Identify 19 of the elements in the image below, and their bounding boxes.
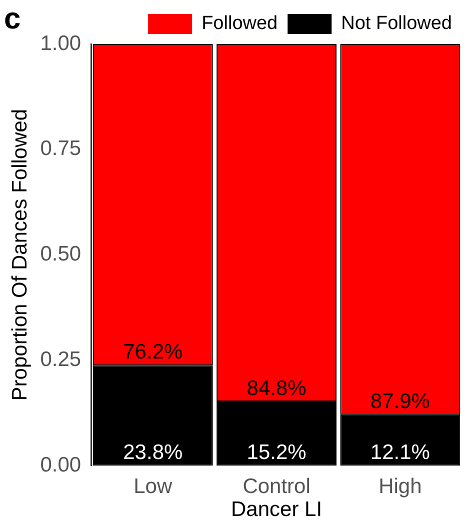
x-tick-label: Low: [134, 474, 173, 498]
y-tick-label: 0.75: [40, 137, 82, 160]
y-tick-label: 0.50: [40, 242, 82, 266]
x-tick-label: Control: [242, 474, 310, 498]
legend-label: Followed: [202, 13, 278, 34]
y-axis-title: Proportion Of Dances Followed: [8, 108, 32, 401]
data-label: 23.8%: [123, 440, 183, 464]
chart-title: c: [4, 2, 21, 36]
data-label: 84.8%: [246, 376, 306, 400]
data-label: 15.2%: [246, 440, 306, 464]
x-tick-label: High: [378, 474, 422, 498]
data-label: 76.2%: [123, 340, 183, 364]
x-axis-title: Dancer LI: [231, 498, 322, 522]
legend-label: Not Followed: [341, 13, 452, 34]
data-label: 12.1%: [370, 440, 430, 464]
y-tick-label: 1.00: [40, 32, 82, 55]
y-tick-label: 0.00: [40, 453, 82, 476]
y-tick-label: 0.25: [40, 348, 82, 371]
data-label: 87.9%: [370, 390, 430, 413]
